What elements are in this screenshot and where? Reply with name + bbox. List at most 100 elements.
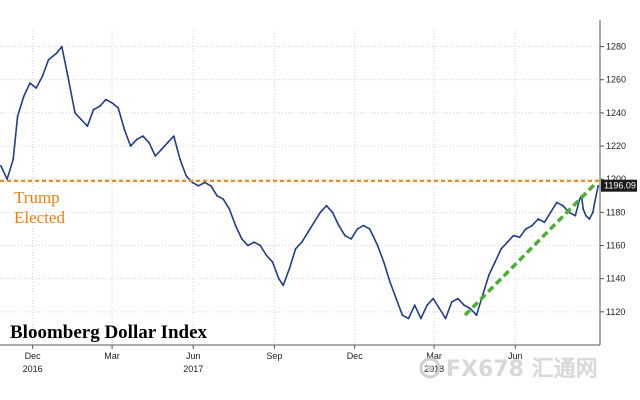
data-point [41,75,44,78]
data-point [142,135,144,138]
data-point [313,221,315,224]
last-value-badge [601,179,637,192]
y-tick-label: 1160 [606,241,625,251]
data-point [288,267,291,270]
watermark: FX678 汇通网 [419,357,598,382]
data-point [401,314,404,317]
data-point [191,181,194,184]
data-point [506,241,509,244]
data-point [382,261,385,263]
y-tick-label: 1140 [606,274,625,284]
annotation-line-2: Elected [14,208,65,227]
x-axis: Dec 2016 Mar Jun 2017 Sep Dec Mar 2018 Jun [0,344,600,374]
data-point [543,221,546,224]
data-point [197,184,200,187]
data-point [407,317,410,320]
x-tick-label: Mar [426,351,442,361]
data-point [111,102,113,104]
data-point [300,241,303,244]
data-point [60,45,63,48]
data-point [350,238,353,240]
y-tick-label: 1260 [606,75,626,85]
data-point [35,87,38,89]
data-point [376,244,379,247]
target-icon [419,357,441,379]
data-point [555,201,558,204]
data-point [179,158,181,161]
data-point [475,314,478,317]
data-point [6,178,8,181]
y-tick-label: 1120 [606,307,625,317]
x-year-label: 2016 [23,364,43,374]
data-point [294,247,297,250]
x-tick-label: Dec [25,351,42,361]
data-point [67,75,69,78]
y-axis: 1120 1140 1160 1180 1200 1220 1240 1260 1280 [599,20,626,345]
data-point [537,218,540,220]
data-point [450,301,453,303]
data-point [438,307,441,310]
data-point [525,228,527,230]
data-point [500,247,503,250]
data-point [426,304,428,307]
watermark-text: FX678 汇通网 [446,357,598,382]
data-point [562,204,564,207]
data-point [578,198,581,201]
data-point [247,244,249,247]
y-tick-label: 1220 [606,141,626,151]
data-point [135,138,138,141]
data-point [413,304,416,307]
data-point [253,241,256,244]
overlay-layer: 1196.09 [0,179,637,317]
data-point [277,277,280,280]
series-line [0,45,599,320]
y-tick-label: 1280 [606,42,626,52]
data-point [389,281,391,283]
x-tick-label: Jun [508,351,523,361]
data-point [457,297,459,300]
data-point [117,107,120,109]
data-point [129,145,132,148]
x-tick-label: Sep [266,351,282,361]
data-point [80,118,83,121]
data-point [463,304,465,307]
data-point [234,224,237,227]
data-point [172,135,175,138]
data-point [86,125,89,128]
data-point [549,211,552,214]
x-year-label: 2017 [183,364,203,374]
data-point [469,307,472,310]
data-point [259,244,262,247]
data-point [271,261,274,263]
data-point [160,148,163,151]
data-point [597,184,600,187]
y-tick-label: 1180 [606,207,625,217]
annotation-line-1: Trump [14,188,60,207]
data-point [592,211,594,214]
data-point [337,224,340,227]
data-point [203,181,206,184]
x-tick-label: Dec [347,351,364,361]
data-point [574,214,577,217]
data-point [368,228,371,230]
data-point [22,95,25,98]
data-point [74,112,76,114]
y-tick-label: 1200 [606,174,626,184]
grid [0,30,600,345]
data-point [210,184,212,187]
data-point [222,198,225,201]
data-point [228,208,231,211]
data-point [16,115,19,118]
trend-line [463,181,598,317]
data-point [432,297,435,300]
data-point [362,224,365,227]
x-tick-label: Jun [186,351,201,361]
data-point [154,155,157,157]
chart-title: Bloomberg Dollar Index [10,322,208,343]
data-point [92,108,95,111]
data-point [588,218,591,220]
data-point [265,254,268,257]
data-point [356,228,359,230]
